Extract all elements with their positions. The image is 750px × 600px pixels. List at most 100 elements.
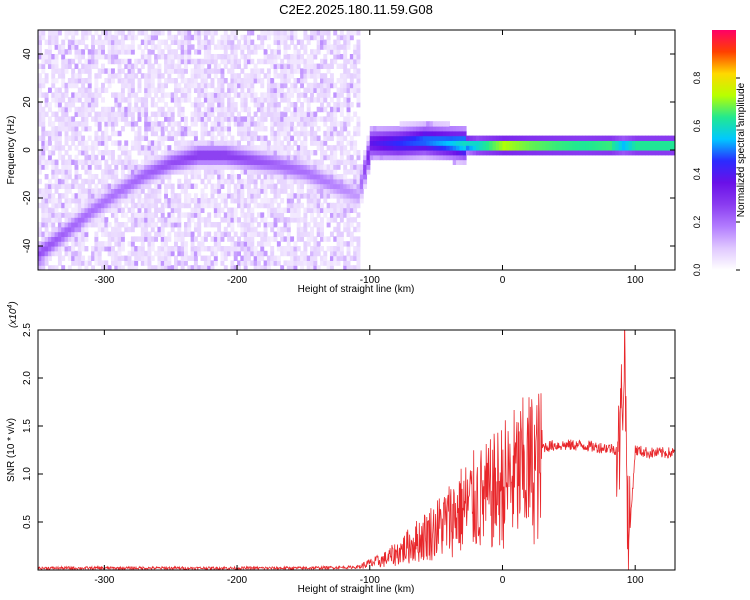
spectrogram-cell xyxy=(180,241,185,247)
spectrogram-cell xyxy=(509,140,514,146)
spectrogram-cell xyxy=(266,241,271,247)
spectrogram-cell xyxy=(303,222,308,228)
spectrogram-cell xyxy=(346,207,351,213)
spectrogram-cell xyxy=(220,169,225,175)
spectrogram-cell xyxy=(565,140,570,146)
spectrogram-cell xyxy=(47,265,52,270)
spectrogram-cell xyxy=(137,198,142,204)
spectrogram-cell xyxy=(353,174,358,180)
spectrogram-cell xyxy=(127,30,132,36)
spectrogram-cell xyxy=(293,34,298,41)
spectrogram-cell xyxy=(137,250,142,257)
spectrogram-cell xyxy=(190,145,195,151)
spectrogram-cell xyxy=(459,135,464,141)
spectrogram-cell xyxy=(316,30,321,36)
spectrogram-cell xyxy=(177,73,182,79)
spectrogram-cell xyxy=(193,207,198,213)
spectrogram-cell xyxy=(124,198,129,204)
spectrogram-cell xyxy=(353,63,358,69)
spectrogram-cell xyxy=(144,183,149,189)
spectrogram-cell xyxy=(247,44,251,50)
spectrogram-cell xyxy=(339,159,344,165)
spectrogram-cell xyxy=(114,193,119,199)
spectrogram-cell xyxy=(230,78,235,84)
spectrogram-cell xyxy=(270,49,275,55)
spectrogram-cell xyxy=(310,265,314,270)
spectrogram-cell xyxy=(177,150,182,156)
spectrogram-cell xyxy=(303,164,308,170)
spectrogram-cell xyxy=(306,241,311,247)
spectrogram-cell xyxy=(562,145,567,151)
spectrogram-cell xyxy=(266,236,271,242)
spectrogram-cell xyxy=(300,188,305,194)
spectrogram-cell xyxy=(130,106,135,113)
spectrogram-cell xyxy=(177,193,182,199)
spectrogram-cell xyxy=(323,121,328,127)
spectrogram-cell xyxy=(144,92,149,98)
spectrogram-cell xyxy=(193,116,198,122)
snr-multiplier-base: (x10 xyxy=(8,308,19,328)
spectrogram-cell xyxy=(356,130,361,137)
spectrogram-cell xyxy=(157,49,162,55)
spectrogram-cell xyxy=(130,159,135,165)
spectrogram-cell xyxy=(110,121,115,127)
spectrogram-cell xyxy=(353,226,358,233)
spectrogram-cell xyxy=(276,193,281,199)
spectrogram-cell xyxy=(356,265,361,270)
spectrogram-cell xyxy=(290,54,295,60)
spectrogram-cell xyxy=(595,135,600,141)
spectrogram-cell xyxy=(602,135,606,141)
spectrogram-cell xyxy=(356,49,361,55)
spectrogram-cell xyxy=(203,106,208,113)
spectrogram-cell xyxy=(230,198,235,204)
spectrogram-cell xyxy=(270,97,275,103)
spectrogram-cell xyxy=(359,183,364,189)
spectrogram-cell xyxy=(107,169,112,175)
spectrogram-cell xyxy=(160,202,165,209)
spectrogram-cell xyxy=(366,140,371,146)
spectrogram-cell xyxy=(104,68,109,74)
spectrogram-cell xyxy=(449,150,454,156)
spectrogram-cell xyxy=(273,193,278,199)
spectrogram-cell xyxy=(74,54,79,60)
spectrogram-cell xyxy=(263,202,268,209)
spectrogram-cell xyxy=(313,159,318,165)
spectrogram-cell xyxy=(339,246,344,252)
spectrogram-cell xyxy=(174,164,178,170)
spectrogram-cell xyxy=(207,30,212,36)
spectrogram-cell xyxy=(190,140,195,146)
spectrogram-cell xyxy=(399,121,404,127)
spectrogram-cell xyxy=(117,265,122,270)
spectrogram-cell xyxy=(230,150,235,156)
spectrogram-cell xyxy=(422,145,427,151)
spectrogram-cell xyxy=(306,97,311,103)
spectrogram-cell xyxy=(602,150,606,156)
spectrogram-cell xyxy=(336,250,341,257)
spectrogram-cell xyxy=(114,226,119,233)
spectrogram-cell xyxy=(585,150,590,156)
spectrogram-cell xyxy=(117,111,122,117)
spectrogram-cell xyxy=(323,58,328,65)
spectrogram-cell xyxy=(87,63,92,69)
spectrogram-cell xyxy=(57,116,62,122)
spectrogram-cell xyxy=(270,188,275,194)
spectrogram-cell xyxy=(54,265,59,270)
spectrogram-cell xyxy=(164,63,168,69)
spectrogram-cell xyxy=(130,169,135,175)
spectrogram-cell xyxy=(61,92,66,98)
spectrogram-cell xyxy=(276,246,281,252)
spectrogram-cell xyxy=(110,178,115,185)
spectrogram-cell xyxy=(386,150,391,156)
spectrogram-cell xyxy=(170,121,175,127)
spectrogram-cell xyxy=(615,150,620,156)
spectrogram-cell xyxy=(306,63,311,69)
spectrogram-cell xyxy=(326,236,331,242)
colorbar-tick-label: 0.2 xyxy=(692,216,702,229)
spectrogram-cell xyxy=(339,183,344,189)
spectrogram-cell xyxy=(263,97,268,103)
spectrogram-cell xyxy=(306,202,311,209)
spectrogram-cell xyxy=(174,265,178,270)
spectrogram-cell xyxy=(120,44,125,50)
spectrogram-cell xyxy=(237,217,241,223)
spectrogram-cell xyxy=(170,265,175,270)
